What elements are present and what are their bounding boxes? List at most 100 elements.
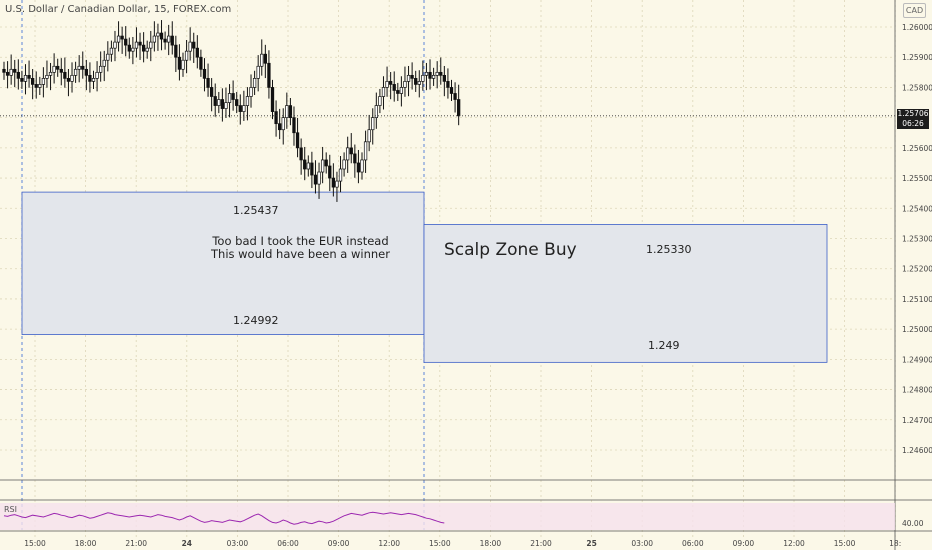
candle-down: [174, 44, 178, 58]
candle-down: [220, 99, 225, 109]
last-price-tag: 1.25706 06:26: [897, 109, 929, 129]
candle-down: [238, 105, 242, 112]
price-tick-label: 1.26000: [902, 23, 932, 32]
candle-up: [424, 71, 429, 76]
candle-up: [421, 74, 425, 82]
candle-down: [231, 93, 235, 100]
candle-up: [242, 105, 246, 112]
candle-up: [181, 59, 185, 70]
candle-up: [102, 59, 106, 67]
candle-down: [270, 87, 275, 112]
price-tick-label: 1.25100: [902, 295, 932, 304]
candle-up: [77, 65, 81, 70]
candle-up: [371, 117, 375, 131]
time-tick-label: 03:00: [227, 539, 249, 548]
candle-down: [120, 35, 124, 40]
candle-up: [252, 78, 257, 88]
candle-up: [41, 78, 46, 85]
left-zone-note: Too bad I took the EUR instead This woul…: [211, 235, 390, 261]
candle-up: [99, 65, 103, 73]
candle-up: [188, 41, 192, 52]
candle-down: [442, 74, 446, 82]
candle-down: [328, 165, 332, 179]
candle-down: [63, 71, 67, 79]
time-tick-label: 06:00: [277, 539, 299, 548]
candle-down: [195, 47, 199, 58]
candle-down: [206, 78, 210, 88]
candle-up: [338, 168, 343, 182]
candle-up: [167, 35, 171, 43]
candle-up: [95, 71, 99, 79]
time-tick-label: 15:00: [24, 539, 46, 548]
price-tick-label: 1.25300: [902, 235, 932, 244]
time-tick-label: 18:00: [75, 539, 97, 548]
candle-down: [274, 111, 278, 125]
candle-up: [431, 74, 436, 79]
candle-down: [388, 81, 393, 85]
rsi-axis-label: 40.00: [902, 519, 924, 528]
time-tick-label: 15:00: [834, 539, 856, 548]
price-tick-label: 1.25800: [902, 83, 932, 92]
candle-up: [317, 171, 321, 185]
left-zone-top-price: 1.25437: [233, 204, 279, 217]
currency-badge[interactable]: CAD: [903, 3, 926, 18]
candle-up: [149, 41, 153, 49]
right-zone-bottom-price: 1.249: [648, 339, 680, 352]
rsi-line: [3, 511, 445, 525]
candle-down: [2, 68, 6, 73]
candle-up: [399, 87, 404, 94]
price-tick-label: 1.24800: [902, 386, 932, 395]
candle-up: [320, 159, 325, 173]
right-zone-top-price: 1.25330: [646, 243, 692, 256]
candle-down: [303, 159, 307, 170]
candle-down: [5, 71, 10, 76]
right-zone-title: Scalp Zone Buy: [444, 240, 577, 260]
candle-up: [342, 159, 346, 170]
candle-down: [30, 78, 35, 85]
candle-up: [367, 129, 371, 143]
candles: [2, 20, 461, 202]
time-tick-label: 03:00: [631, 539, 653, 548]
candle-up: [378, 96, 382, 106]
symbol-title[interactable]: U.S. Dollar / Canadian Dollar, 15, FOREX…: [5, 4, 232, 15]
candle-down: [84, 68, 88, 76]
candle-down: [20, 78, 24, 82]
candle-up: [260, 53, 264, 67]
candle-up: [134, 41, 139, 49]
candle-down: [288, 105, 293, 118]
candle-down: [235, 99, 239, 106]
candle-down: [410, 74, 414, 79]
candle-down: [299, 147, 303, 161]
candle-up: [109, 47, 114, 55]
bar-countdown: 06:26: [902, 119, 924, 128]
time-tick-label: 06:00: [682, 539, 704, 548]
candle-up: [45, 74, 49, 79]
candle-up: [374, 105, 378, 118]
candle-up: [249, 87, 253, 97]
candle-up: [106, 53, 110, 61]
candle-down: [356, 162, 361, 173]
time-tick-label: 25: [586, 539, 596, 548]
time-tick-label: 12:00: [378, 539, 400, 548]
candle-down: [16, 71, 20, 79]
price-tick-label: 1.24900: [902, 355, 932, 364]
candle-down: [202, 68, 207, 79]
candle-up: [52, 65, 56, 73]
candle-down: [439, 71, 443, 76]
candle-down: [159, 32, 164, 40]
candle-up: [91, 78, 96, 82]
candle-up: [363, 141, 368, 161]
candle-down: [267, 62, 271, 88]
candle-up: [156, 32, 160, 37]
rsi-label[interactable]: RSI: [4, 505, 17, 514]
price-tick-label: 1.24600: [902, 446, 932, 455]
rsi-pane: 40.00: [0, 503, 924, 530]
candle-up: [346, 147, 350, 161]
candle-up: [224, 102, 228, 109]
left-zone-note-line2: This would have been a winner: [211, 247, 390, 261]
candle-up: [281, 117, 285, 131]
price-tick-label: 1.25500: [902, 174, 932, 183]
candle-down: [141, 44, 146, 52]
